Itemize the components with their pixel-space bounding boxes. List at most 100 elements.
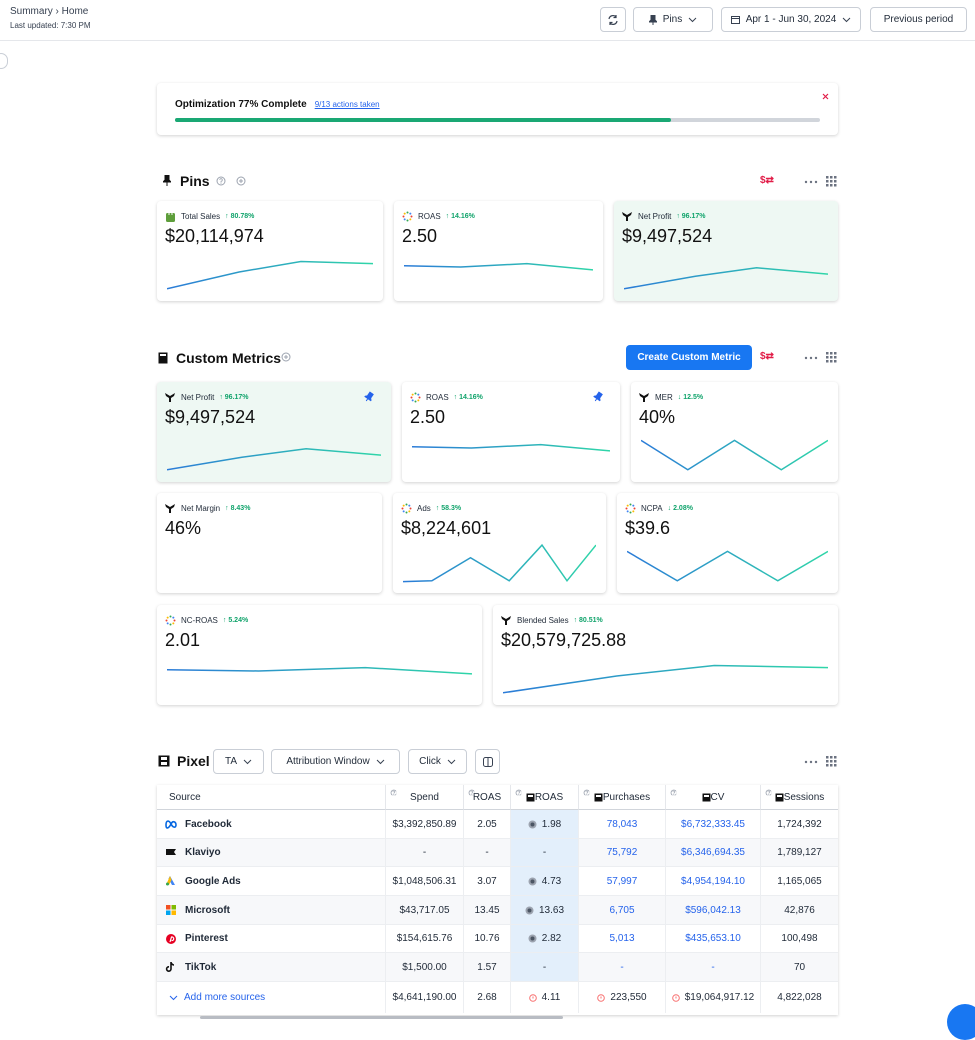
table-cell: 10.76	[463, 925, 510, 953]
column-header: CV	[710, 791, 725, 803]
pins-button[interactable]: Pins	[633, 7, 713, 32]
metric-card[interactable]: NC-ROAS ↑ 5.24% 2.01	[157, 605, 482, 705]
cell-value: 2.82	[541, 933, 562, 944]
cell-value: $1,500.00	[402, 961, 447, 973]
metric-change: ↑ 96.17%	[219, 394, 249, 401]
currency-toggle[interactable]: $⇄	[760, 351, 774, 362]
grid-icon	[826, 756, 837, 767]
table-cell: -	[385, 839, 463, 867]
metric-label: NC-ROAS	[181, 616, 218, 625]
metric-change: ↑ 8.43%	[225, 505, 251, 512]
metric-card[interactable]: Blended Sales ↑ 80.51% $20,579,725.88	[493, 605, 838, 705]
metric-label: Net Margin	[181, 504, 221, 513]
cell-value: $1,048,506.31	[392, 875, 457, 887]
metric-label: Net Profit	[638, 212, 672, 221]
cell-value: $6,732,333.45	[681, 818, 745, 830]
metric-card[interactable]: Ads ↑ 58.3% $8,224,601	[393, 493, 606, 593]
chat-button[interactable]	[947, 1004, 975, 1040]
cell-value: 100,498	[781, 933, 818, 944]
metric-change: ↑ 80.51%	[573, 617, 603, 624]
metric-label: ROAS	[426, 393, 449, 402]
source-icon	[165, 820, 177, 829]
cell-value: 4.73	[541, 875, 562, 887]
table-cell: Google Ads	[157, 867, 385, 896]
table-cell: Spend	[385, 785, 463, 810]
cell-value: 75,792	[606, 847, 638, 858]
metric-card[interactable]: NCPA ↓ 2.08% $39.6	[617, 493, 838, 593]
source-name: Microsoft	[185, 904, 230, 916]
pixel-icon	[158, 755, 170, 767]
table-cell: 13.45	[463, 896, 510, 925]
cell-value: 3.07	[477, 875, 497, 887]
metric-value: $9,497,524	[622, 226, 713, 246]
metric-icon	[639, 393, 649, 402]
currency-toggle[interactable]: $⇄	[760, 175, 774, 186]
table-cell: 78,043	[578, 810, 665, 839]
more-icon	[804, 760, 818, 764]
metric-value: 2.01	[165, 630, 201, 650]
chevron	[243, 759, 252, 764]
more-icon	[804, 180, 818, 184]
column-header: Purchases	[602, 791, 651, 803]
scrollbar	[200, 1016, 563, 1019]
cell-value: $43,717.05	[399, 904, 450, 916]
metric-value: $20,579,725.88	[501, 630, 627, 650]
close-icon[interactable]	[822, 93, 829, 100]
actions-link[interactable]: 9/13 actions taken	[314, 100, 380, 109]
cell-value: 78,043	[606, 818, 638, 830]
date-range-button[interactable]: Apr 1 - Jun 30, 2024	[721, 7, 861, 32]
table-cell: $6,732,333.45	[665, 810, 760, 839]
refresh-button[interactable]	[600, 7, 626, 32]
cell-value: 57,997	[606, 875, 638, 887]
metric-header: ROAS ↑ 14.16%	[410, 392, 483, 403]
chevron	[169, 995, 178, 1000]
table-cell: 2.05	[463, 810, 510, 839]
table-cell[interactable]: Add more sources	[157, 982, 385, 1013]
metric-card[interactable]: Net Margin ↑ 8.43% 46%	[157, 493, 382, 593]
metric-icon	[402, 211, 413, 222]
filter-dropdown[interactable]: Attribution Window	[271, 749, 400, 774]
create-metric-button[interactable]: Create Custom Metric	[626, 345, 752, 370]
chevron	[447, 759, 456, 764]
metric-card[interactable]: ROAS ↑ 14.16% 2.50	[394, 201, 603, 301]
metric-label: NCPA	[641, 504, 663, 513]
table-cell: 1,724,392	[760, 810, 838, 839]
table-cell: 75,792	[578, 839, 665, 867]
filter-label: Attribution Window	[286, 756, 370, 767]
section-title: Pixel	[177, 753, 210, 769]
metric-change: ↑ 58.3%	[435, 505, 462, 512]
compare-button[interactable]: Previous period	[870, 7, 967, 32]
filter-label: TA	[224, 756, 238, 767]
filter-dropdown[interactable]: Click	[408, 749, 467, 774]
sidebar-toggle[interactable]	[0, 53, 8, 69]
breadcrumb[interactable]: Summary › Home	[10, 6, 89, 17]
cell-value: 223,550	[610, 992, 647, 1003]
metric-card[interactable]: Net Profit ↑ 96.17% $9,497,524	[614, 201, 838, 301]
grid-icon	[826, 352, 837, 363]
columns-button[interactable]	[475, 749, 500, 774]
table-cell: CV	[665, 785, 760, 810]
metric-card[interactable]: Total Sales ↑ 80.78% $20,114,974	[157, 201, 383, 301]
table-cell: 100,498	[760, 925, 838, 953]
metric-card[interactable]: MER ↓ 12.5% 40%	[631, 382, 838, 482]
cell-value: $6,346,694.35	[681, 847, 745, 858]
metric-label: Total Sales	[181, 212, 221, 221]
sparkline	[627, 550, 828, 582]
cell-value: 1,789,127	[777, 847, 822, 858]
metric-card[interactable]: Net Profit ↑ 96.17% $9,497,524	[157, 382, 391, 482]
source-name: Facebook	[185, 818, 232, 830]
filter-dropdown[interactable]: TA	[213, 749, 264, 774]
pixel-icon	[702, 793, 711, 801]
sparkline	[412, 443, 610, 452]
metric-card[interactable]: ROAS ↑ 14.16% 2.50	[402, 382, 620, 482]
grid-icon	[826, 176, 837, 187]
optimization-title: Optimization 77% Complete	[175, 99, 307, 110]
pixel-icon	[526, 793, 535, 801]
cell-value: 13.45	[474, 904, 500, 916]
metric-header: Net Margin ↑ 8.43%	[165, 503, 250, 514]
table-cell: Source	[157, 785, 385, 810]
source-icon	[165, 961, 175, 972]
column-header: ROAS	[472, 791, 502, 803]
add-sources-link[interactable]: Add more sources	[184, 992, 266, 1003]
info-badge	[671, 993, 680, 1002]
